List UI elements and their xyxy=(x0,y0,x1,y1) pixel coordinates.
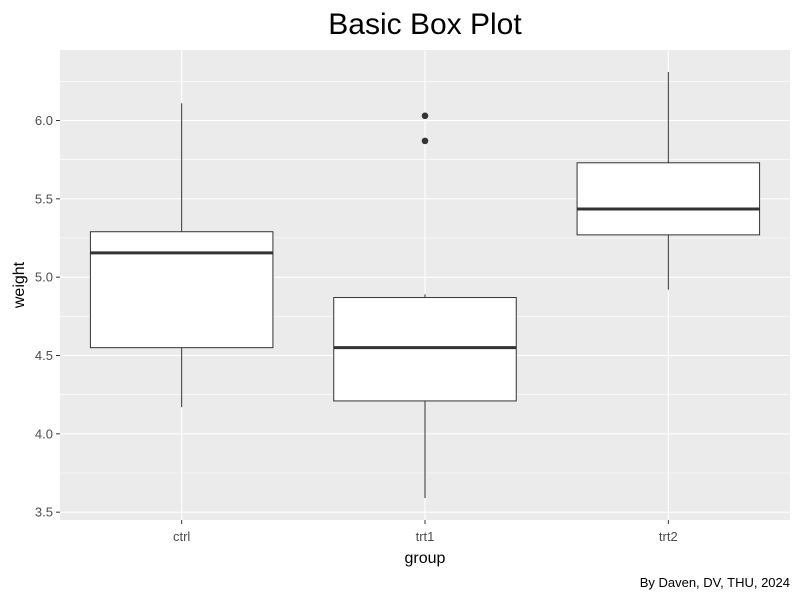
box-trt1 xyxy=(333,112,517,499)
x-tick-label: trt1 xyxy=(416,529,435,544)
iqr-box xyxy=(576,162,761,236)
y-tick-label: 5.0 xyxy=(35,270,53,285)
chart-title: Basic Box Plot xyxy=(328,8,522,41)
box-trt2 xyxy=(576,71,761,290)
y-tick-label: 5.5 xyxy=(35,191,53,206)
y-tick-label: 3.5 xyxy=(35,505,53,520)
y-tick-label: 4.5 xyxy=(35,348,53,363)
x-axis-title: group xyxy=(405,550,446,567)
x-axis: ctrl trt1 trt2 xyxy=(173,520,678,544)
y-tick-label: 6.0 xyxy=(35,113,53,128)
y-axis-title: weight xyxy=(11,261,28,309)
x-tick-label: trt2 xyxy=(659,529,678,544)
x-tick-label: ctrl xyxy=(173,529,190,544)
boxes xyxy=(89,71,761,499)
outlier-point xyxy=(421,137,429,145)
chart-caption: By Daven, DV, THU, 2024 xyxy=(640,575,790,590)
iqr-box xyxy=(89,231,274,349)
iqr-box xyxy=(333,297,517,402)
box-ctrl xyxy=(89,103,274,408)
y-axis: 3.5 4.0 4.5 5.0 5.5 6.0 xyxy=(35,113,60,520)
y-tick-label: 4.0 xyxy=(35,426,53,441)
outlier-point xyxy=(421,112,429,120)
